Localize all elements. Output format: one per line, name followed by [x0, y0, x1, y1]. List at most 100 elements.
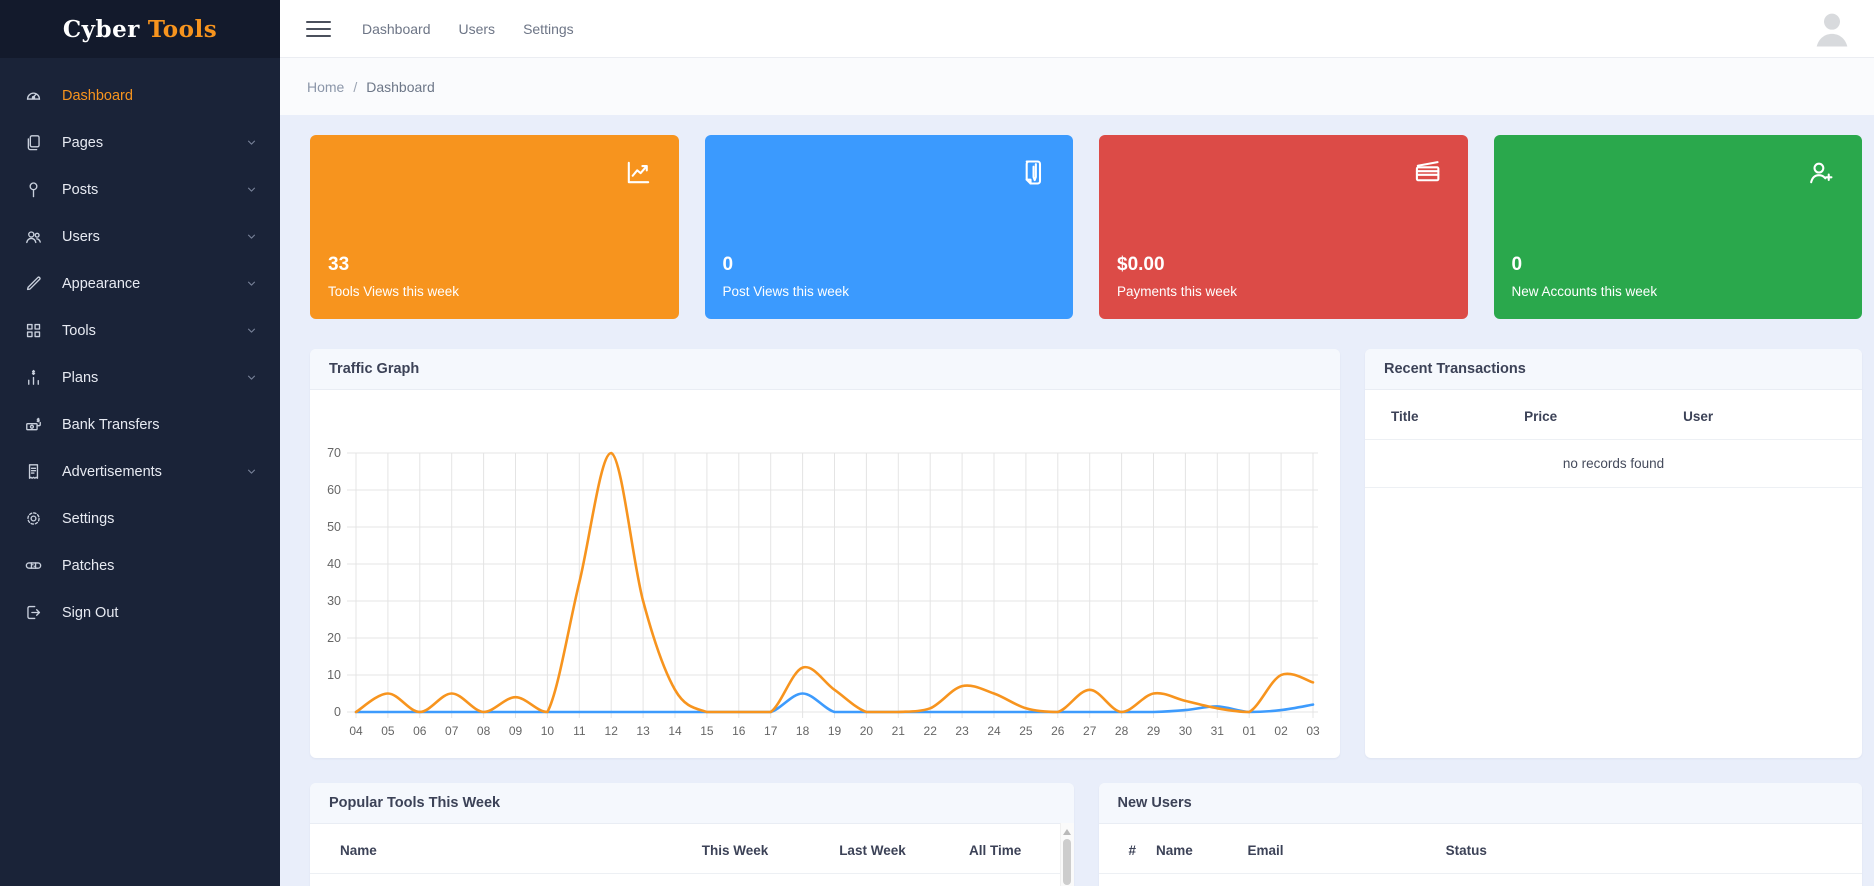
sidebar-item-tools[interactable]: Tools	[0, 307, 280, 354]
stat-text: 33 Tools Views this week	[328, 254, 665, 299]
sidebar-item-label: Pages	[62, 134, 104, 151]
topbar-link-dashboard[interactable]: Dashboard	[362, 20, 431, 37]
sidebar-item-label: Dashboard	[62, 87, 133, 104]
popular-tools-scrollbar[interactable]	[1059, 823, 1074, 886]
column-header-name: Name	[310, 824, 692, 874]
sidebar-item-settings[interactable]: Settings	[0, 495, 280, 542]
stat-value: 33	[328, 254, 350, 275]
svg-text:50: 50	[327, 520, 341, 534]
svg-text:11: 11	[573, 724, 586, 738]
sidebar-item-label: Sign Out	[62, 604, 119, 621]
series-tools-views	[354, 451, 1315, 714]
charts-row: Traffic Graph 0 10 20 30 40 50 60 70 04 05 06 07 08 0…	[310, 349, 1862, 758]
dashboard-icon	[24, 86, 43, 105]
chevron-down-icon	[245, 465, 258, 478]
appearance-icon	[24, 274, 43, 293]
series-post-views	[354, 692, 1315, 714]
svg-text:19: 19	[828, 724, 842, 738]
sidebar-item-bank-transfers[interactable]: Bank Transfers	[0, 401, 280, 448]
chevron-down-icon	[245, 371, 258, 384]
sidebar-item-label: Bank Transfers	[62, 416, 160, 433]
svg-text:25: 25	[1019, 724, 1033, 738]
breadcrumb-home-link[interactable]: Home	[307, 78, 345, 95]
tools-icon	[24, 321, 43, 340]
svg-text:06: 06	[413, 724, 427, 738]
chevron-down-icon	[245, 183, 258, 196]
credit-card-icon	[1412, 157, 1443, 188]
brand-secondary: Tools	[147, 15, 218, 43]
svg-text:04: 04	[349, 724, 363, 738]
svg-text:05: 05	[381, 724, 395, 738]
sidebar-item-users[interactable]: Users	[0, 213, 280, 260]
post-icon	[1017, 157, 1048, 188]
svg-text:14: 14	[668, 724, 682, 738]
sidebar-item-label: Patches	[62, 557, 115, 574]
column-header-status: Status	[1435, 824, 1862, 874]
recent-transactions-card: Recent Transactions Title Price User no re…	[1365, 349, 1862, 758]
sidebar-item-posts[interactable]: Posts	[0, 166, 280, 213]
svg-text:20: 20	[860, 724, 874, 738]
traffic-graph-body: 0 10 20 30 40 50 60 70 04 05 06 07 08 09 10 11 12 13 14 15 1…	[310, 390, 1340, 758]
sidebar-item-pages[interactable]: Pages	[0, 119, 280, 166]
stat-value: $0.00	[1117, 254, 1165, 275]
topbar-links: Dashboard Users Settings	[362, 21, 574, 37]
users-icon	[24, 227, 43, 246]
posts-icon	[24, 180, 43, 199]
chevron-down-icon	[245, 277, 258, 290]
svg-text:13: 13	[636, 724, 650, 738]
topbar-link-users[interactable]: Users	[458, 20, 496, 37]
user-plus-icon	[1806, 157, 1837, 188]
patches-icon	[24, 556, 43, 575]
svg-text:08: 08	[477, 724, 491, 738]
svg-text:40: 40	[327, 557, 341, 571]
hamburger-menu-icon[interactable]	[306, 20, 331, 37]
svg-text:24: 24	[987, 724, 1001, 738]
stat-card-tools-views-this-week: 33 Tools Views this week	[310, 135, 679, 319]
stat-card-payments-this-week: $0.00 Payments this week	[1099, 135, 1468, 319]
sidebar-item-advertisements[interactable]: Advertisements	[0, 448, 280, 495]
table-header-row: # Name Email Status	[1098, 824, 1862, 874]
person-silhouette-icon	[1816, 13, 1848, 46]
advertisements-icon	[24, 462, 43, 481]
svg-text:70: 70	[327, 446, 341, 460]
svg-text:60: 60	[327, 483, 341, 497]
sidebar-item-label: Users	[62, 228, 100, 245]
sidebar-item-sign-out[interactable]: Sign Out	[0, 589, 280, 636]
sidebar-item-label: Plans	[62, 369, 99, 386]
column-header-email: Email	[1237, 824, 1436, 874]
stat-value: 0	[1511, 254, 1523, 275]
column-header-title: Title	[1365, 390, 1515, 440]
column-header-price: Price	[1514, 390, 1674, 440]
sidebar-menu: Dashboard Pages Posts Users Appearance Tools P…	[0, 58, 280, 636]
sidebar-item-label: Appearance	[62, 275, 141, 292]
chevron-down-icon	[245, 136, 258, 149]
settings-icon	[24, 509, 43, 528]
stat-label: Payments this week	[1117, 284, 1238, 299]
stat-value: 0	[722, 254, 734, 275]
brand-logo[interactable]: Cyber Tools	[0, 0, 280, 58]
svg-text:31: 31	[1211, 724, 1225, 738]
svg-text:10: 10	[327, 668, 341, 682]
sidebar-item-label: Settings	[62, 510, 115, 527]
sidebar-item-label: Tools	[62, 322, 96, 339]
scrollbar-up-arrow[interactable]	[1063, 829, 1071, 835]
sidebar-item-dashboard[interactable]: Dashboard	[0, 72, 280, 119]
breadcrumb-current: Dashboard	[366, 78, 435, 95]
stat-card-new-accounts-this-week: 0 New Accounts this week	[1493, 135, 1862, 319]
new-users-title: New Users	[1098, 783, 1862, 824]
sidebar-item-patches[interactable]: Patches	[0, 542, 280, 589]
sidebar-item-appearance[interactable]: Appearance	[0, 260, 280, 307]
table-header-row: Title Price User	[1365, 390, 1862, 440]
sign-out-icon	[24, 603, 43, 622]
sidebar-item-plans[interactable]: Plans	[0, 354, 280, 401]
empty-records-message: no records found	[1365, 439, 1862, 488]
user-avatar[interactable]	[1812, 8, 1852, 50]
stat-label: Post Views this week	[722, 284, 850, 299]
topbar-link-settings[interactable]: Settings	[523, 20, 574, 37]
breadcrumb-separator: /	[353, 78, 358, 95]
stat-text: 0 Post Views this week	[723, 254, 1060, 299]
scrollbar-thumb[interactable]	[1063, 839, 1071, 885]
chevron-down-icon	[245, 230, 258, 243]
svg-text:12: 12	[605, 724, 619, 738]
pages-icon	[24, 133, 43, 152]
